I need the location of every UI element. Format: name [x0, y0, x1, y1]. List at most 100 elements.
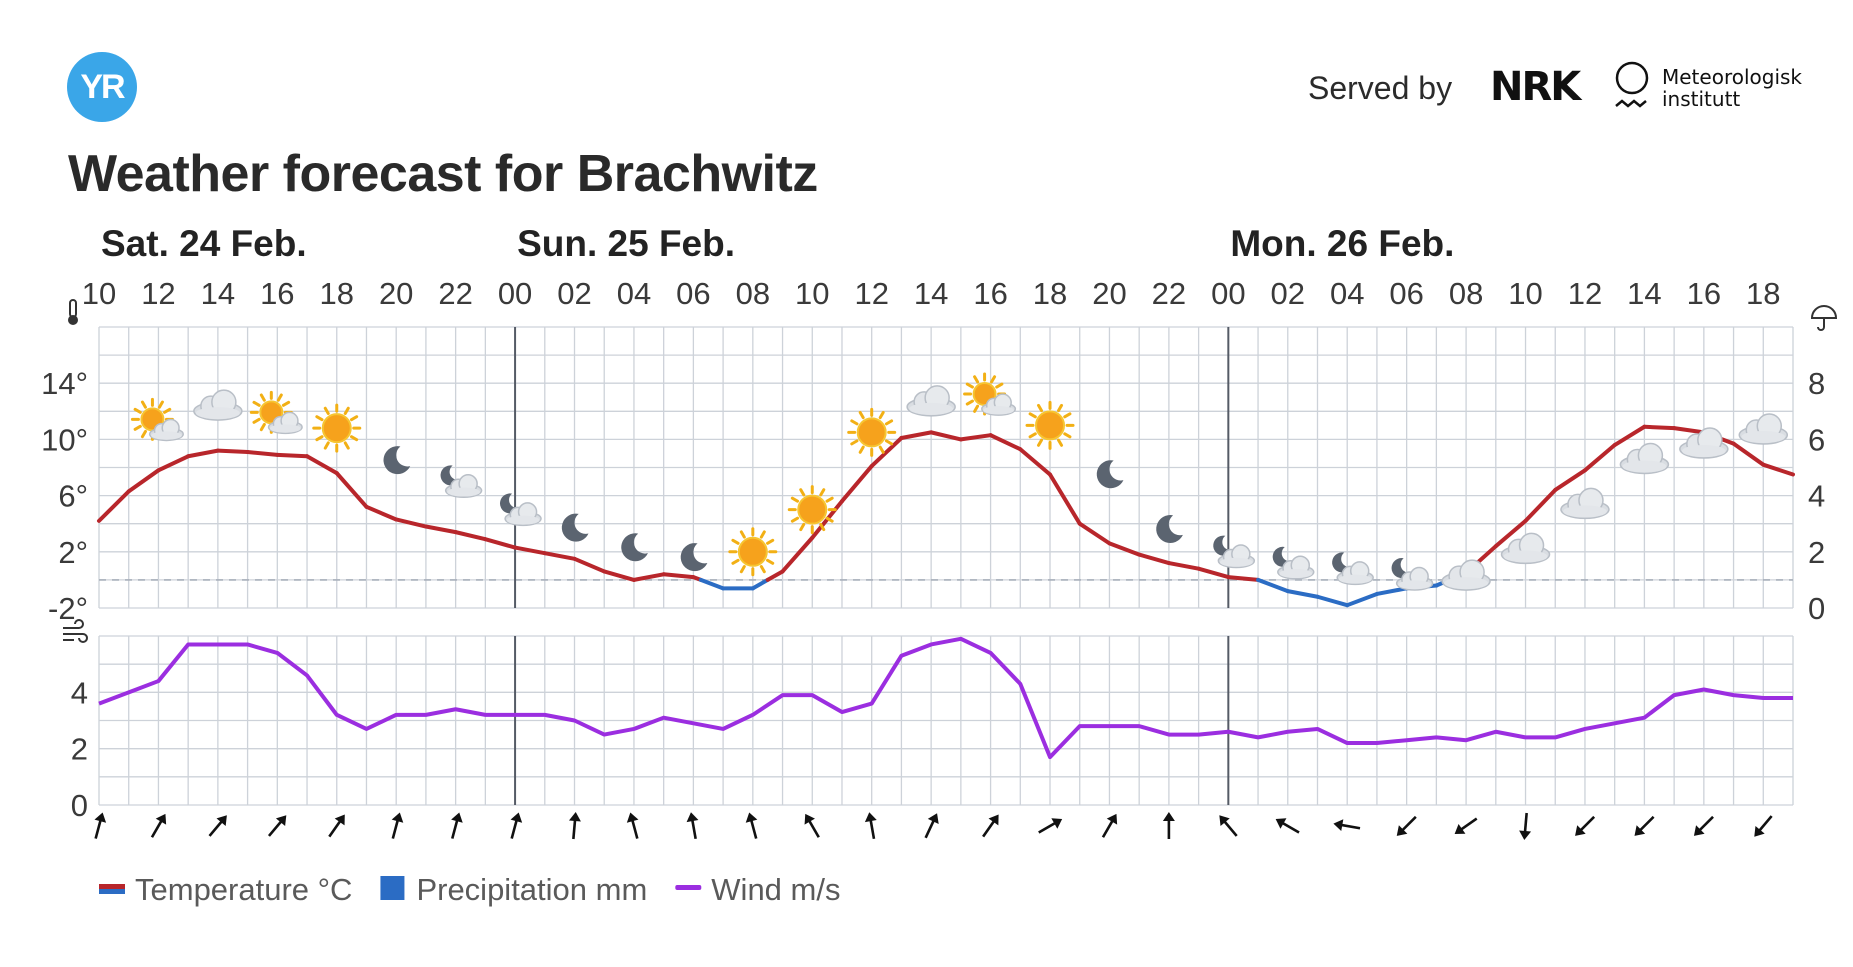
hour-label: 04: [1330, 276, 1364, 311]
temperature-segment: [1345, 591, 1379, 608]
hour-label: 08: [1449, 276, 1483, 311]
sun-icon: [739, 530, 746, 539]
hour-label: 00: [498, 276, 532, 311]
wind-arrow-icon: [1333, 819, 1361, 832]
wind-arrow-icon: [451, 812, 463, 839]
legend-swatch: [675, 885, 702, 890]
sun-icon: [281, 400, 291, 407]
legend-label: Precipitation mm: [416, 872, 647, 907]
temperature-segment: [275, 452, 310, 459]
sun-icon: [995, 382, 1004, 389]
temperature-segment: [1166, 561, 1201, 571]
sun-icon: [349, 415, 359, 422]
temperature-tick-label: 2°: [58, 535, 88, 570]
temperature-segment: [215, 448, 250, 455]
hour-label: 22: [438, 276, 472, 311]
sun-icon: [856, 417, 887, 448]
day-label: Sun. 25 Feb.: [517, 223, 735, 264]
temperature-segment: [245, 450, 280, 457]
sun-icon: [850, 419, 859, 426]
wind-icon: [63, 619, 88, 643]
wind-arrow-icon: [155, 813, 167, 825]
wind-tick-label: 4: [71, 675, 88, 710]
temperature-segment: [1672, 426, 1706, 435]
temperature-segment: [839, 464, 874, 504]
sun-icon: [252, 417, 261, 424]
sun-icon: [312, 403, 362, 453]
wind-arrow-icon: [1634, 815, 1655, 836]
wind-arrow-icon: [1051, 818, 1063, 829]
moon-icon: [561, 513, 589, 542]
partly-cloudy-night-icon: [500, 493, 542, 527]
temperature-segment: [765, 569, 785, 582]
precipitation-tick-label: 6: [1808, 422, 1825, 457]
sun-icon: [323, 406, 330, 415]
hour-label: 16: [260, 276, 294, 311]
nrk-logo[interactable]: NRK: [1490, 64, 1581, 110]
thermometer-icon: [68, 299, 78, 325]
legend-item-precip: Precipitation mm: [380, 872, 647, 907]
hour-label: 18: [1746, 276, 1780, 311]
wind-grid: [98, 635, 1794, 806]
served-by-label: Served by: [1308, 70, 1453, 106]
cloud-icon: [1741, 430, 1786, 443]
wind-arrow-icon: [334, 814, 345, 826]
temperature-segment: [780, 535, 815, 574]
wind-arrow-icon: [275, 815, 287, 827]
temperature-segment: [1642, 424, 1677, 431]
wind-arrow-icon: [1693, 815, 1714, 836]
temperature-segment: [929, 430, 963, 442]
partly-cloudy-night-icon: [1391, 558, 1434, 591]
sun-icon: [759, 530, 766, 539]
wind-arrow-icon: [1275, 818, 1300, 834]
sun-icon: [731, 558, 740, 565]
sun-icon: [1025, 400, 1075, 450]
moon-icon: [1156, 515, 1183, 544]
wind-arrow-icon: [1634, 825, 1646, 836]
sun-icon: [759, 565, 766, 574]
sun-icon: [1037, 438, 1044, 447]
wind-arrow-icon: [94, 812, 107, 823]
temperature-segment: [1256, 577, 1290, 594]
wind-arrow-icon: [804, 813, 820, 838]
wind-arrow-icon: [1162, 812, 1175, 839]
wind-arrow-icon: [1754, 815, 1773, 837]
wind-arrow-icon: [1396, 825, 1408, 836]
hour-label: 04: [617, 276, 651, 311]
temperature-segment: [661, 572, 696, 580]
cloud-icon: [506, 515, 540, 525]
legend-label: Wind m/s: [711, 872, 840, 907]
temperature-segment: [899, 430, 934, 440]
wind-arrow-icon: [391, 812, 404, 823]
sun-icon: [1028, 412, 1037, 419]
cloud-icon: [1681, 445, 1726, 458]
hour-label: 00: [1211, 276, 1245, 311]
sun-icon: [739, 565, 746, 574]
wind-arrow-icon: [745, 812, 758, 839]
day-label: Sat. 24 Feb.: [101, 223, 307, 264]
wind-arrow-icon: [686, 812, 699, 823]
partly-cloudy-night-icon: [1332, 552, 1374, 586]
partly-cloudy-day-icon: [130, 397, 184, 442]
partly-cloudy-day-icon: [963, 372, 1017, 416]
umbrella-icon: [1817, 318, 1825, 331]
temperature-segment: [126, 468, 161, 494]
wind-arrow-icon: [1754, 825, 1765, 837]
yr-logo[interactable]: YR: [67, 52, 137, 122]
sun-icon: [766, 558, 775, 565]
wind-arrow-icon: [626, 812, 639, 823]
hour-label: 16: [973, 276, 1007, 311]
temperature-segment: [631, 572, 666, 582]
hour-label: 14: [914, 276, 948, 311]
temperature-segment: [1226, 575, 1261, 582]
logo-text: YR: [80, 67, 125, 106]
wind-tick-label: 0: [71, 788, 88, 823]
sun-icon: [343, 406, 350, 415]
wind-arrow-icon: [804, 813, 815, 825]
sun-icon: [884, 419, 894, 426]
wind-arrow-icon: [267, 815, 287, 837]
temperature-segment: [453, 530, 488, 542]
sun-icon: [884, 439, 894, 446]
cloud-icon: [1503, 550, 1548, 563]
wind-arrow-icon: [927, 813, 939, 825]
